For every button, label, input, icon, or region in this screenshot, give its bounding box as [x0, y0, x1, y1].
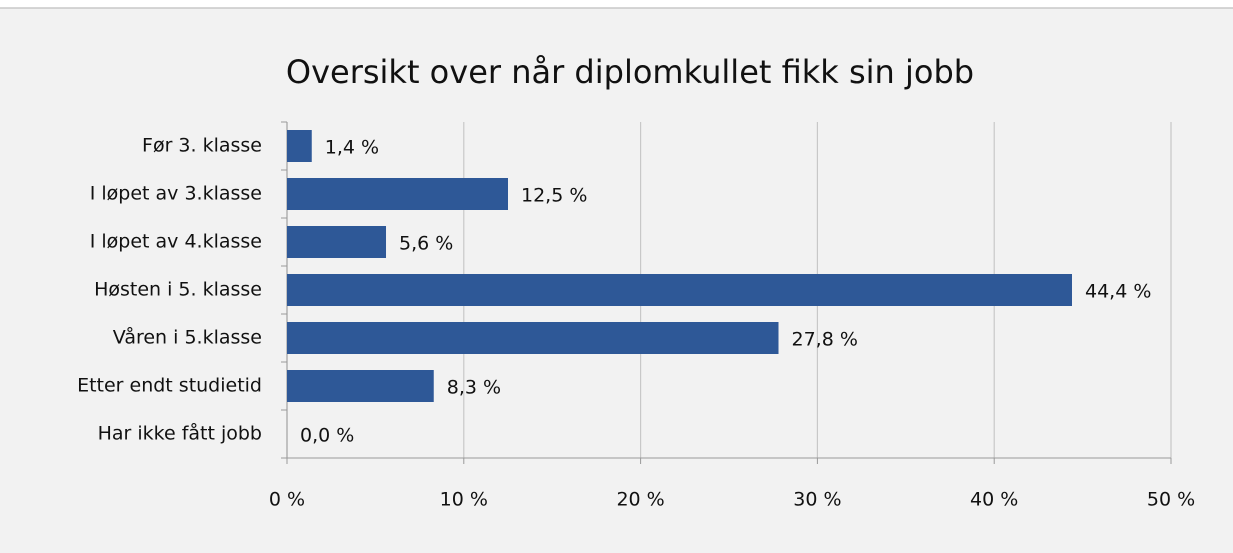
x-tick-label: 0 % — [269, 489, 305, 511]
data-label: 8,3 % — [447, 377, 501, 399]
y-tick-label: Høsten i 5. klasse — [94, 279, 262, 301]
data-label: 0,0 % — [300, 425, 354, 447]
y-tick-label: I løpet av 4.klasse — [90, 231, 262, 253]
bar — [287, 370, 434, 402]
x-tick-label: 40 % — [970, 489, 1018, 511]
bar — [287, 178, 508, 210]
x-tick-label: 20 % — [616, 489, 664, 511]
bar — [287, 322, 779, 354]
x-tick-label: 30 % — [793, 489, 841, 511]
chart-title: Oversikt over når diplomkullet fikk sin … — [286, 53, 974, 91]
y-tick-label: I løpet av 3.klasse — [90, 183, 262, 205]
x-tick-label: 10 % — [440, 489, 488, 511]
data-label: 12,5 % — [521, 185, 587, 207]
bar — [287, 274, 1072, 306]
y-tick-label: Våren i 5.klasse — [113, 326, 262, 349]
bar — [287, 226, 387, 258]
y-tick-label: Har ikke fått jobb — [98, 422, 262, 445]
data-label: 27,8 % — [792, 329, 858, 351]
y-tick-label: Etter endt studietid — [77, 375, 262, 397]
x-tick-label: 50 % — [1147, 489, 1195, 511]
y-tick-label: Før 3. klasse — [142, 135, 262, 157]
bar — [287, 130, 312, 162]
data-label: 44,4 % — [1085, 281, 1151, 303]
data-label: 1,4 % — [325, 137, 379, 159]
data-label: 5,6 % — [399, 233, 453, 255]
